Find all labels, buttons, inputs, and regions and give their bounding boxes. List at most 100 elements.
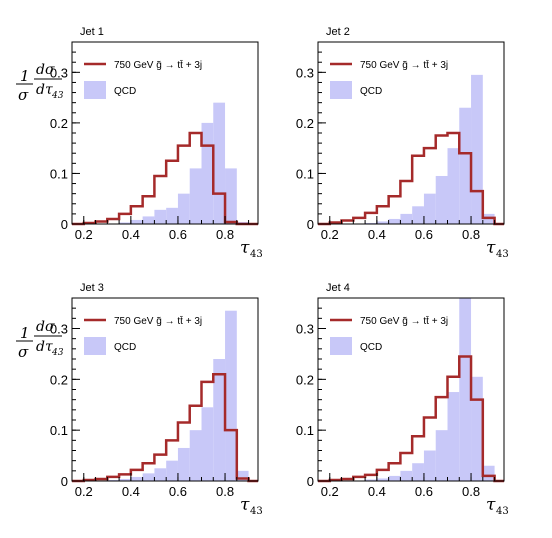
y-tick-label: 0.1	[50, 166, 68, 181]
x-axis-label-sub: 43	[496, 249, 509, 260]
qcd-bar	[471, 376, 483, 481]
y-tick-label: 0.3	[50, 322, 68, 337]
y-tick-label: 0.2	[50, 116, 68, 131]
qcd-bar	[225, 310, 237, 481]
x-tick-label: 0.2	[75, 484, 93, 499]
qcd-bar	[435, 175, 448, 224]
qcd-bar	[177, 193, 190, 224]
legend-qcd-swatch	[330, 81, 352, 99]
qcd-bar	[412, 463, 424, 481]
qcd-bar	[447, 392, 460, 481]
qcd-bar	[166, 460, 178, 481]
qcd-bar	[142, 216, 155, 224]
qcd-bar	[435, 430, 448, 481]
qcd-bar	[189, 430, 202, 481]
ylabel-den-2: dτ	[36, 82, 53, 98]
qcd-bar	[189, 168, 202, 224]
qcd-bar	[177, 447, 190, 481]
panel-title: Jet 3	[80, 282, 104, 294]
qcd-bar	[130, 219, 143, 224]
y-tick-label: 0.1	[50, 423, 68, 438]
qcd-bar	[142, 473, 155, 481]
x-tick-label: 0.2	[321, 227, 339, 242]
y-tick-label: 0.2	[50, 372, 68, 387]
y-tick-label: 0.3	[296, 322, 314, 337]
qcd-bar	[400, 470, 413, 481]
y-tick-label: 0.1	[296, 423, 314, 438]
x-tick-label: 0.6	[169, 227, 187, 242]
qcd-bar	[459, 298, 472, 481]
ylabel-den-sub: 43	[51, 91, 64, 101]
x-axis-label-sub: 43	[250, 249, 263, 260]
qcd-bar	[376, 221, 389, 224]
legend-qcd-label: QCD	[360, 342, 382, 353]
x-tick-label: 0.6	[169, 484, 187, 499]
x-axis-label: τ	[486, 495, 496, 515]
y-tick-label: 0.2	[296, 116, 314, 131]
x-tick-label: 0.8	[462, 227, 480, 242]
qcd-bar	[423, 450, 436, 481]
ylabel-num-2: dσ	[36, 62, 55, 78]
legend: 750 GeV g̃ → tt̄ + 3j QCD	[330, 315, 448, 355]
panel-title: Jet 1	[80, 26, 104, 38]
ylabel-num-1: 1	[20, 324, 30, 342]
x-tick-label: 0.8	[216, 227, 234, 242]
ylabel-num-1: 1	[20, 67, 30, 85]
qcd-bar	[388, 218, 401, 224]
x-tick-label: 0.4	[368, 227, 386, 242]
qcd-bar	[154, 468, 167, 481]
legend-qcd-swatch	[84, 337, 106, 355]
x-axis-label-sub: 43	[250, 506, 263, 517]
qcd-bar	[365, 479, 377, 481]
legend-signal-label: 750 GeV g̃ → tt̄ + 3j	[114, 59, 202, 71]
qcd-bar	[376, 478, 389, 481]
qcd-bar	[107, 479, 120, 481]
qcd-bar	[154, 209, 167, 224]
qcd-bar	[400, 213, 413, 224]
qcd-bar	[412, 206, 424, 224]
ylabel-den-1: σ	[18, 86, 29, 104]
legend-qcd-swatch	[330, 337, 352, 355]
qcd-bar	[213, 359, 226, 481]
qcd-bar	[213, 102, 226, 224]
x-tick-label: 0.6	[415, 227, 433, 242]
legend-signal-label: 750 GeV g̃ → tt̄ + 3j	[360, 59, 448, 71]
qcd-bar	[201, 122, 214, 224]
y-tick-label: 0	[61, 474, 68, 489]
y-tick-label: 0	[307, 474, 314, 489]
qcd-bar	[201, 407, 214, 481]
panel-title: Jet 2	[326, 26, 350, 38]
x-tick-label: 0.2	[321, 484, 339, 499]
y-tick-label: 0.3	[296, 65, 314, 80]
ylabel-num-2: dσ	[36, 319, 55, 335]
chart-panel-1: 0.2 0.4 0.6 0.8 0 0.1 0.2 0.3 Jet 1 750 GeV g̃ → …	[50, 26, 263, 260]
legend: 750 GeV g̃ → tt̄ + 3j QCD	[330, 59, 448, 99]
legend: 750 GeV g̃ → tt̄ + 3j QCD	[84, 315, 202, 355]
qcd-bar	[119, 478, 131, 481]
y-tick-label: 0	[307, 217, 314, 232]
x-tick-label: 0.6	[415, 484, 433, 499]
qcd-bar	[236, 470, 249, 481]
x-axis-label: τ	[240, 495, 250, 515]
qcd-bar	[365, 222, 377, 224]
legend-qcd-label: QCD	[360, 86, 382, 97]
x-tick-label: 0.4	[122, 227, 140, 242]
y-tick-label: 0.2	[296, 372, 314, 387]
x-tick-label: 0.8	[462, 484, 480, 499]
qcd-bar	[388, 475, 401, 481]
ylabel-den-sub: 43	[51, 348, 64, 358]
x-axis-label: τ	[486, 238, 496, 258]
x-tick-label: 0.2	[75, 227, 93, 242]
chart-panel-2: 0.2 0.4 0.6 0.8 0 0.1 0.2 0.3 Jet 2 750 GeV g̃ → …	[296, 26, 509, 260]
y-tick-label: 0.3	[50, 65, 68, 80]
chart-panel-4: 0.2 0.4 0.6 0.8 0 0.1 0.2 0.3 Jet 4 750 GeV g̃ → …	[296, 282, 509, 517]
qcd-bar	[130, 476, 143, 481]
legend-qcd-label: QCD	[114, 86, 136, 97]
qcd-bar	[471, 74, 483, 224]
x-tick-label: 0.8	[216, 484, 234, 499]
qcd-bar	[225, 168, 237, 224]
qcd-bar	[459, 107, 472, 224]
legend: 750 GeV g̃ → tt̄ + 3j QCD	[84, 59, 202, 99]
ylabel-den-1: σ	[18, 343, 29, 361]
